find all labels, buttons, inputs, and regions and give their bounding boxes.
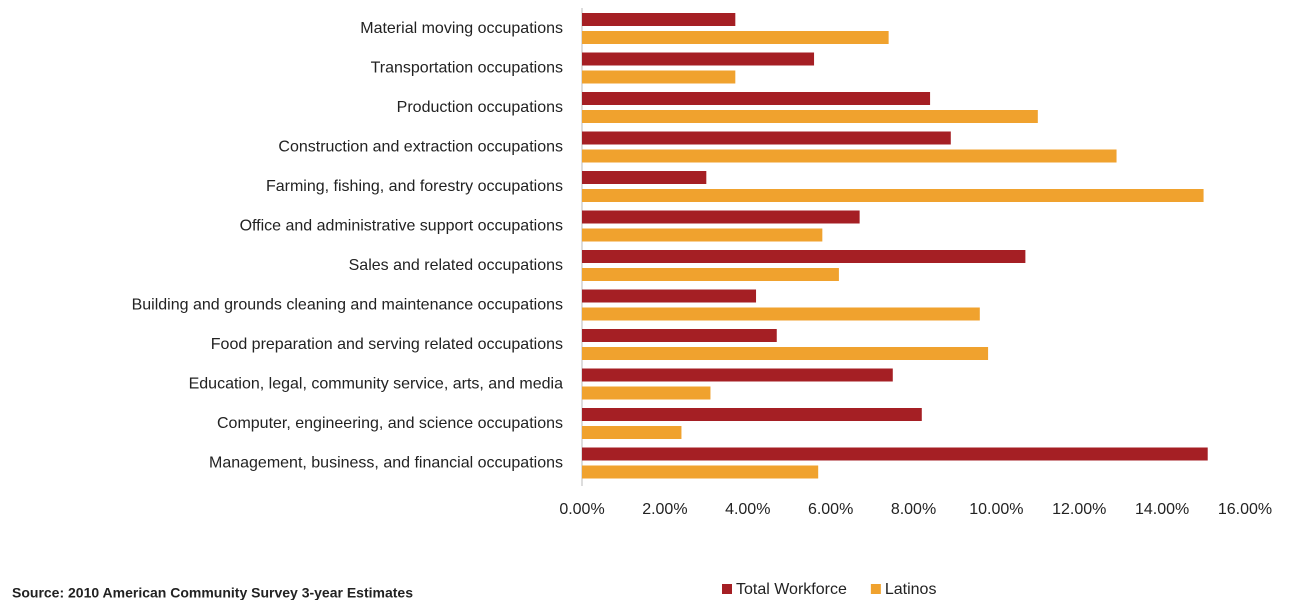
bar <box>582 70 736 84</box>
bar <box>582 110 1038 123</box>
bar <box>582 465 819 479</box>
y-tick-label: Material moving occupations <box>360 20 563 37</box>
source-note: Source: 2010 American Community Survey 3… <box>12 585 413 600</box>
x-tick-label: 0.00% <box>559 501 604 518</box>
y-tick-label: Building and grounds cleaning and mainte… <box>132 297 563 314</box>
x-tick-label: 16.00% <box>1218 501 1272 518</box>
y-tick-label: Management, business, and financial occu… <box>209 455 563 472</box>
x-tick-label: 14.00% <box>1135 501 1189 518</box>
y-tick-label: Education, legal, community service, art… <box>189 376 564 393</box>
bar <box>582 289 757 303</box>
y-tick-label: Transportation occupations <box>371 60 563 77</box>
x-tick-label: 6.00% <box>808 501 853 518</box>
bar <box>582 13 736 26</box>
bar <box>582 386 711 400</box>
bar <box>582 189 1204 202</box>
bar <box>582 347 989 360</box>
bar <box>582 268 839 281</box>
bar <box>582 426 682 439</box>
bar <box>582 307 980 321</box>
bar <box>582 92 931 105</box>
y-tick-label: Food preparation and serving related occ… <box>211 336 563 353</box>
legend-label: Total Workforce <box>736 581 847 598</box>
legend-swatch <box>722 584 732 594</box>
bar <box>582 52 815 66</box>
bar <box>582 408 922 421</box>
y-tick-label: Sales and related occupations <box>349 257 563 274</box>
legend-swatch <box>870 584 881 594</box>
x-tick-label: 8.00% <box>891 501 936 518</box>
bar <box>582 131 951 145</box>
legend-label: Latinos <box>885 581 937 598</box>
x-tick-label: 2.00% <box>642 501 687 518</box>
x-tick-label: 4.00% <box>725 501 770 518</box>
bar <box>582 149 1117 163</box>
bar <box>582 228 823 242</box>
bar <box>582 171 707 184</box>
y-tick-label: Computer, engineering, and science occup… <box>217 415 563 432</box>
bar <box>582 447 1208 461</box>
bar <box>582 31 889 44</box>
y-tick-label: Production occupations <box>397 99 563 116</box>
bar <box>582 329 777 342</box>
y-tick-label: Farming, fishing, and forestry occupatio… <box>266 178 563 195</box>
bar <box>582 368 893 382</box>
x-tick-label: 12.00% <box>1052 501 1106 518</box>
y-tick-label: Construction and extraction occupations <box>278 139 563 156</box>
y-tick-label: Office and administrative support occupa… <box>240 218 563 235</box>
x-tick-label: 10.00% <box>969 501 1023 518</box>
bar <box>582 250 1026 263</box>
bar <box>582 210 860 224</box>
